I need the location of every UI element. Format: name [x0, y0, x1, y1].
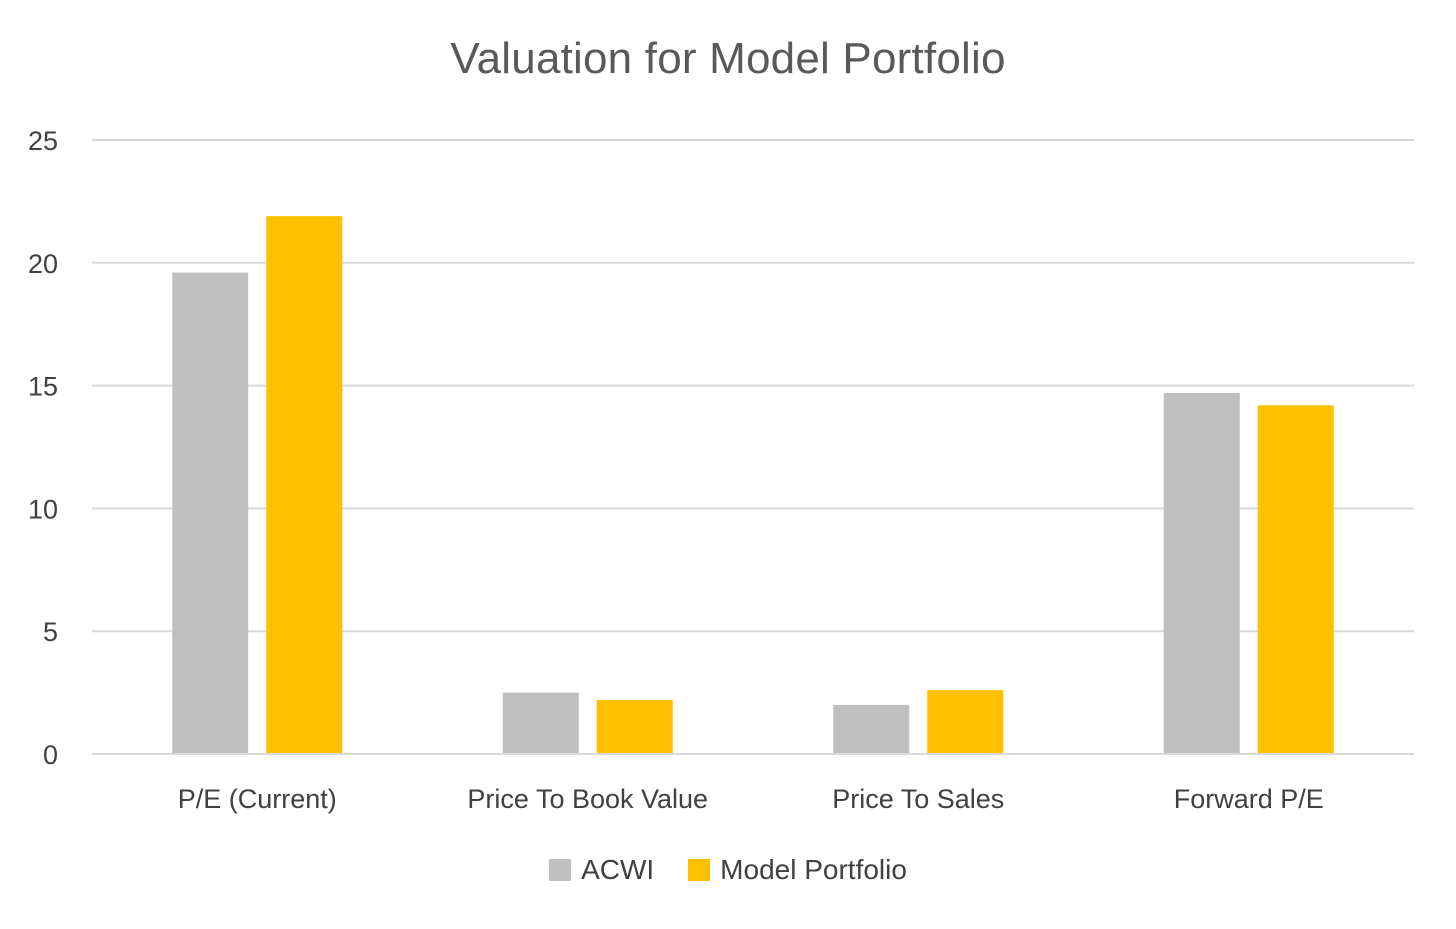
- bar-acwi-3: [1163, 392, 1240, 754]
- legend: ACWI Model Portfolio: [0, 854, 1456, 886]
- y-tick-label-25: 25: [28, 126, 58, 156]
- x-tick-label-3: Forward P/E: [1174, 784, 1324, 814]
- legend-label-acwi: ACWI: [581, 854, 655, 885]
- bar-model-portfolio-2: [927, 690, 1004, 754]
- bar-acwi-2: [833, 704, 910, 754]
- legend-swatch-model-portfolio: [688, 859, 711, 881]
- legend-item-acwi: ACWI: [549, 854, 654, 886]
- bar-model-portfolio-3: [1257, 405, 1334, 754]
- bar-acwi-1: [502, 692, 579, 754]
- x-tick-label-1: Price To Book Value: [467, 784, 708, 814]
- y-tick-label-0: 0: [43, 740, 58, 770]
- legend-swatch-acwi: [549, 859, 572, 881]
- chart-title: Valuation for Model Portfolio: [450, 34, 1006, 83]
- x-tick-label-2: Price To Sales: [832, 784, 1004, 814]
- legend-label-model-portfolio: Model Portfolio: [720, 854, 907, 885]
- legend-item-model-portfolio: Model Portfolio: [688, 854, 907, 886]
- y-tick-label-20: 20: [28, 249, 58, 279]
- y-tick-label-5: 5: [43, 617, 58, 647]
- bar-model-portfolio-0: [266, 216, 343, 755]
- bar-acwi-0: [172, 272, 249, 754]
- y-tick-label-15: 15: [28, 372, 58, 402]
- y-tick-label-10: 10: [28, 494, 58, 524]
- bar-model-portfolio-1: [596, 699, 673, 754]
- x-tick-label-0: P/E (Current): [178, 784, 337, 814]
